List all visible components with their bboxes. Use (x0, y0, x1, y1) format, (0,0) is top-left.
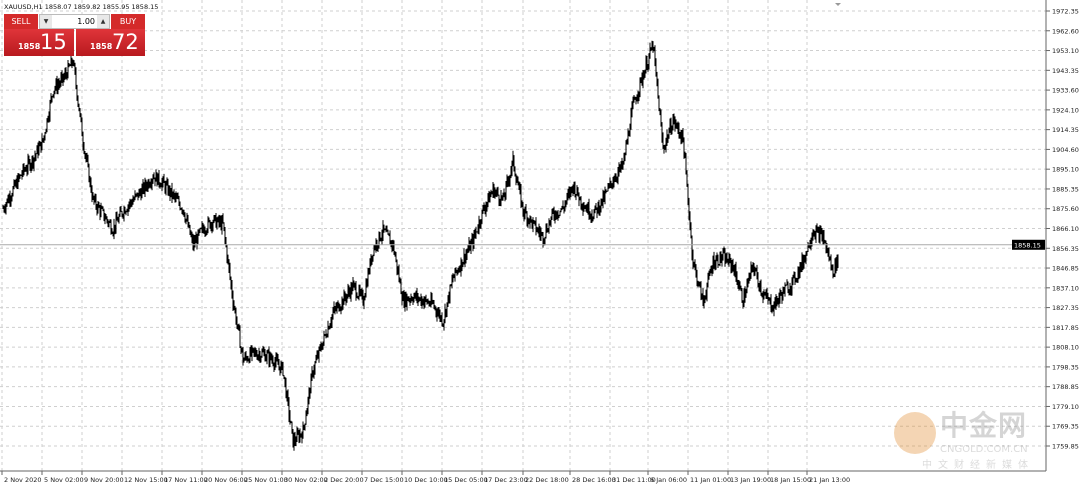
lots-value[interactable]: 1.00 (77, 17, 95, 26)
price-tick-label: 1962.60 (1052, 27, 1079, 35)
time-tick-label: 6 Jan 06:00 (650, 476, 687, 484)
time-tick-label: 9 Nov 20:00 (84, 476, 124, 484)
price-tick-label: 1972.35 (1052, 8, 1079, 16)
price-tick-label: 1924.10 (1052, 106, 1079, 114)
time-tick-label: 30 Nov 02:00 (284, 476, 328, 484)
time-tick-label: 2 Dec 20:00 (324, 476, 364, 484)
price-tick-label: 1856.35 (1052, 245, 1079, 253)
price-tick-label: 1914.35 (1052, 126, 1079, 134)
time-tick-label: 5 Nov 02:00 (44, 476, 84, 484)
buy-price-pips: 72 (112, 30, 139, 54)
symbol-info: XAUUSD,H1 1858.07 1859.82 1855.95 1858.1… (4, 3, 159, 11)
time-tick-label: 31 Dec 11:00 (612, 476, 656, 484)
sell-price-button[interactable]: 1858 15 (4, 29, 74, 56)
time-tick-label: 17 Dec 23:00 (484, 476, 528, 484)
price-tick-label: 1769.35 (1052, 423, 1079, 431)
sell-button[interactable]: SELL (4, 14, 38, 29)
price-tick-label: 1759.85 (1052, 443, 1079, 451)
time-tick-label: 13 Jan 19:00 (730, 476, 771, 484)
time-tick-label: 25 Nov 01:00 (244, 476, 288, 484)
price-axis-ticks: 1972.35 1962.60 1953.10 1943.35 1933.60 1924.… (1046, 8, 1079, 451)
time-tick-label: 10 Dec 10:00 (404, 476, 448, 484)
time-tick-label: 15 Dec 05:00 (444, 476, 488, 484)
time-tick-label: 12 Nov 15:00 (124, 476, 168, 484)
time-axis-ticks: 2 Nov 2020 5 Nov 02:00 9 Nov 20:00 12 Nov 1… (1, 471, 850, 484)
watermark-logo: 中金网 CNGOLD.COM.CN 中文财经新媒体 (892, 410, 1042, 480)
price-tick-label: 1875.60 (1052, 205, 1079, 213)
price-tick-label: 1866.10 (1052, 225, 1079, 233)
price-tick-label: 1933.60 (1052, 87, 1079, 95)
price-tick-label: 1885.35 (1052, 185, 1079, 193)
time-tick-label: 22 Dec 18:00 (525, 476, 569, 484)
increase-lots-icon[interactable]: ▲ (97, 15, 109, 28)
chart-grid (0, 0, 1046, 471)
chart-shift-marker-icon[interactable] (835, 3, 841, 6)
time-tick-label: 28 Dec 16:00 (572, 476, 616, 484)
lots-input[interactable]: ▼ 1.00 ▲ (39, 14, 110, 29)
time-tick-label: 20 Nov 06:00 (204, 476, 248, 484)
price-tick-label: 1798.35 (1052, 363, 1079, 371)
price-tick-label: 1943.35 (1052, 67, 1079, 75)
price-tick-label: 1827.35 (1052, 304, 1079, 312)
price-tick-label: 1788.85 (1052, 383, 1079, 391)
watermark-en: CNGOLD.COM.CN (940, 444, 1028, 455)
price-tick-label: 1817.85 (1052, 324, 1079, 332)
price-tick-label: 1837.10 (1052, 284, 1079, 292)
decrease-lots-icon[interactable]: ▼ (40, 15, 52, 28)
time-tick-label: 17 Nov 11:00 (164, 476, 208, 484)
price-tick-label: 1779.10 (1052, 403, 1079, 411)
watermark-sub: 中文财经新媒体 (922, 460, 1034, 471)
price-tick-label: 1895.10 (1052, 166, 1079, 174)
price-bars (2, 40, 839, 451)
price-tick-label: 1846.85 (1052, 265, 1079, 273)
price-tick-label: 1808.10 (1052, 344, 1079, 352)
time-tick-label: 2 Nov 2020 (4, 476, 42, 484)
time-tick-label: 18 Jan 15:00 (770, 476, 811, 484)
buy-button[interactable]: BUY (111, 14, 145, 29)
time-tick-label: 7 Dec 15:00 (364, 476, 404, 484)
watermark-cn: 中金网 (940, 409, 1028, 442)
price-tick-label: 1953.10 (1052, 47, 1079, 55)
one-click-trading-panel: SELL ▼ 1.00 ▲ BUY 1858 15 1858 72 (4, 14, 145, 56)
price-axis (1046, 0, 1080, 488)
current-price-label: 1858.15 (1012, 239, 1045, 250)
sell-price-prefix: 1858 (18, 42, 41, 51)
buy-price-prefix: 1858 (90, 42, 113, 51)
buy-price-button[interactable]: 1858 72 (76, 29, 145, 56)
price-tick-label: 1904.60 (1052, 146, 1079, 154)
cngold-logo-icon (894, 412, 936, 454)
time-tick-label: 21 Jan 13:00 (809, 476, 850, 484)
current-price-text: 1858.15 (1014, 241, 1041, 249)
sell-price-pips: 15 (40, 30, 67, 54)
time-tick-label: 11 Jan 01:00 (690, 476, 731, 484)
